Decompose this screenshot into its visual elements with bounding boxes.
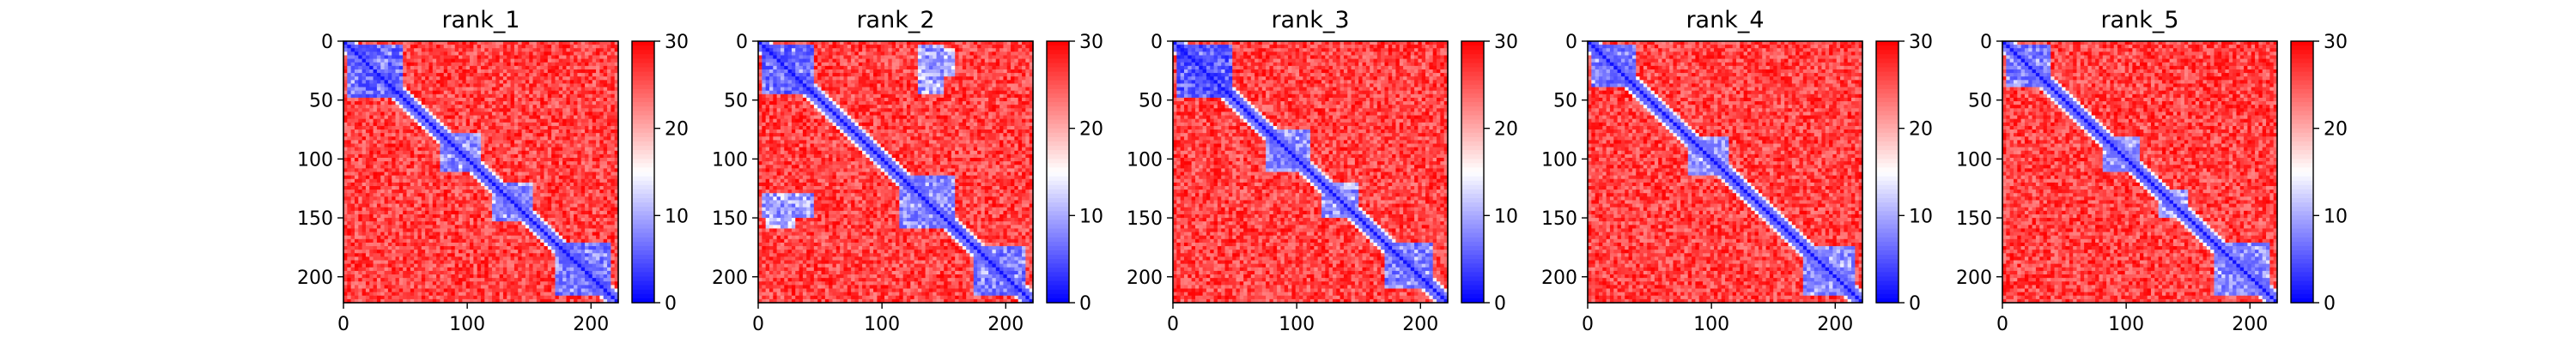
panel-title: rank_3: [1271, 7, 1349, 33]
colorbar: 0 10 20 30: [1461, 32, 1518, 315]
y-tick-label: 200: [297, 268, 333, 289]
colorbar-tick-label: 0: [1494, 293, 1506, 315]
colorbar-tick-label: 10: [1909, 206, 1933, 227]
y-tick-label: 200: [712, 268, 748, 289]
y-tick-label: 100: [1127, 149, 1163, 171]
panel-title: rank_4: [1686, 7, 1764, 33]
axes-frame: [2002, 40, 2278, 304]
x-tick-label: 200: [1402, 314, 1438, 335]
x-tick-label: 100: [1693, 314, 1729, 335]
x-tick-label: 0: [1996, 314, 2008, 335]
y-tick-label: 0: [736, 32, 748, 53]
panel-5: rank_5 0 100 200 0 50 100 150 200 0 10 20 30: [1956, 7, 2348, 335]
panel-2: rank_2 0 100 200 0 50 100 150 200 0 10 20 30: [712, 7, 1103, 335]
colorbar-tick-label: 20: [2324, 119, 2348, 141]
colorbar-tick-label: 30: [1909, 32, 1933, 53]
panel-4: rank_4 0 100 200 0 50 100 150 200 0 10 20 30: [1541, 7, 1933, 335]
x-tick-label: 100: [864, 314, 900, 335]
y-tick-label: 0: [1565, 32, 1577, 53]
y-tick-label: 0: [1151, 32, 1163, 53]
y-tick-label: 50: [1553, 91, 1577, 112]
x-tick-label: 0: [1582, 314, 1594, 335]
y-tick-label: 0: [1980, 32, 1992, 53]
y-tick-label: 50: [1968, 91, 1992, 112]
panel-3: rank_3 0 100 200 0 50 100 150 200 0 10 20 30: [1127, 7, 1518, 335]
heatmap: [343, 41, 619, 304]
y-tick-label: 100: [297, 149, 333, 171]
axes-frame: [757, 40, 1034, 304]
colorbar-tick-label: 10: [1494, 206, 1518, 227]
x-tick-label: 0: [1167, 314, 1179, 335]
y-tick-label: 150: [1956, 208, 1992, 230]
y-tick-label: 100: [1956, 149, 1992, 171]
colorbar-tick-label: 20: [1494, 119, 1518, 141]
colorbar-tick-label: 10: [665, 206, 689, 227]
x-tick-label: 100: [1279, 314, 1315, 335]
y-tick-label: 100: [712, 149, 748, 171]
colorbar-tick-label: 0: [2324, 293, 2336, 315]
y-tick-label: 50: [309, 91, 333, 112]
colorbar-tick-label: 20: [1909, 119, 1933, 141]
panel-1: rank_1 0 100 200 0 50 100 150 200 0 10 20 30: [297, 7, 689, 335]
colorbar-frame: [631, 40, 655, 304]
colorbar-tick-label: 0: [1909, 293, 1921, 315]
heatmap: [758, 41, 1034, 304]
panel-title: rank_5: [2100, 7, 2178, 33]
colorbar-frame: [1875, 40, 1899, 304]
x-tick-label: 100: [449, 314, 485, 335]
colorbar-tick-label: 0: [1079, 293, 1091, 315]
colorbar-tick-label: 20: [1079, 119, 1103, 141]
heatmap: [1173, 41, 1449, 304]
y-tick-label: 200: [1541, 268, 1577, 289]
y-tick-label: 100: [1541, 149, 1577, 171]
axes-frame: [1587, 40, 1863, 304]
axes-frame: [1172, 40, 1449, 304]
colorbar-tick-label: 30: [1494, 32, 1518, 53]
colorbar: 0 10 20 30: [1046, 32, 1103, 315]
heatmap: [1588, 41, 1863, 304]
colorbar-tick-label: 10: [1079, 206, 1103, 227]
colorbar: 0 10 20 30: [2290, 32, 2348, 315]
colorbar-tick-label: 30: [2324, 32, 2348, 53]
y-tick-label: 150: [712, 208, 748, 230]
y-tick-label: 0: [321, 32, 333, 53]
y-tick-label: 50: [724, 91, 748, 112]
colorbar-frame: [1461, 40, 1485, 304]
x-tick-label: 0: [337, 314, 349, 335]
colorbar: 0 10 20 30: [631, 32, 689, 315]
colorbar-tick-label: 30: [665, 32, 689, 53]
panel-title: rank_1: [441, 7, 519, 33]
x-tick-label: 200: [573, 314, 609, 335]
y-tick-label: 50: [1139, 91, 1163, 112]
panel-title: rank_2: [856, 7, 934, 33]
x-tick-label: 200: [2232, 314, 2268, 335]
y-tick-label: 150: [1127, 208, 1163, 230]
y-tick-label: 150: [1541, 208, 1577, 230]
colorbar-frame: [1046, 40, 1070, 304]
y-tick-label: 200: [1956, 268, 1992, 289]
y-tick-label: 200: [1127, 268, 1163, 289]
colorbar-tick-label: 0: [665, 293, 677, 315]
colorbar: 0 10 20 30: [1875, 32, 1933, 315]
x-tick-label: 200: [987, 314, 1024, 335]
heatmap: [2002, 41, 2278, 304]
y-tick-label: 150: [297, 208, 333, 230]
colorbar-tick-label: 20: [665, 119, 689, 141]
colorbar-tick-label: 10: [2324, 206, 2348, 227]
x-tick-label: 100: [2108, 314, 2144, 335]
colorbar-frame: [2290, 40, 2314, 304]
x-tick-label: 200: [1817, 314, 1853, 335]
axes-frame: [343, 40, 619, 304]
x-tick-label: 0: [752, 314, 764, 335]
colorbar-tick-label: 30: [1079, 32, 1103, 53]
